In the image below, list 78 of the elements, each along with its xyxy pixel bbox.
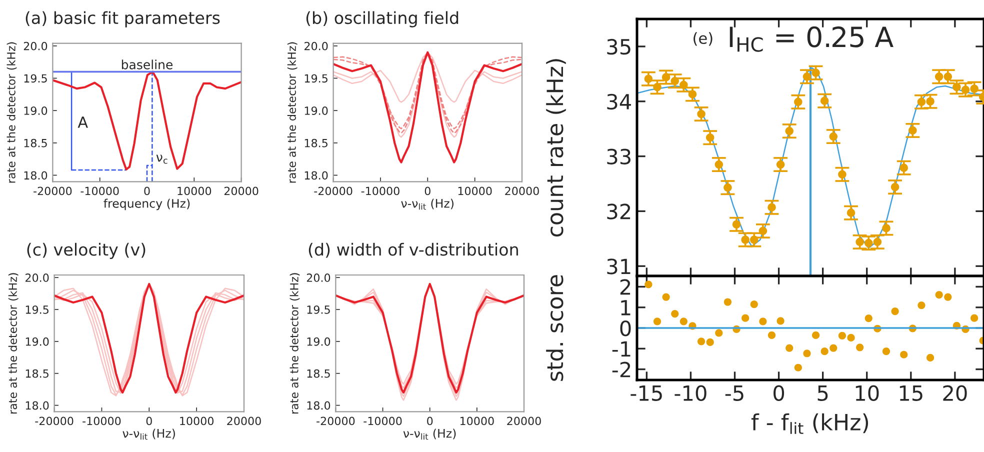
x-axis-title: f - f$_{lit}$ (kHz) <box>751 413 868 434</box>
y-axis-title: std. score <box>546 275 564 381</box>
x-tick-label: 0 <box>144 186 150 196</box>
y-axis-title: rate at the detector (kHz) <box>287 42 298 183</box>
x-axis-title: ν-ν$_{lit}$ (Hz) <box>401 198 454 210</box>
x-tick-label: 0 <box>424 186 430 196</box>
x-tick-label: -15 <box>630 386 662 401</box>
annotation: I$_{HC}$ = 0.25 A <box>730 26 894 52</box>
x-tick-label: -10000 <box>364 416 402 426</box>
y-tick-label: 20.0 <box>24 42 48 50</box>
x-tick-label: -10000 <box>82 416 121 426</box>
y-tick-label: 32 <box>607 204 630 220</box>
y-tick-label: 18.0 <box>304 171 328 180</box>
x-axis-title: ν-ν$_{lit}$ (Hz) <box>122 428 175 440</box>
annotation: (e) <box>694 32 712 46</box>
y-tick-label: 19.0 <box>307 337 330 346</box>
x-tick-label: 20 <box>943 385 967 401</box>
chart-title: (d) width of v-distribution <box>308 242 518 258</box>
y-tick-label: 31 <box>607 258 630 274</box>
y-axis-title: rate at the detector (kHz) <box>6 42 17 183</box>
ref-line-label: baseline <box>122 60 173 70</box>
x-tick-label: -10000 <box>361 186 400 196</box>
x-tick-label: 0 <box>427 416 433 426</box>
y-tick-label: 20.0 <box>304 42 328 50</box>
y-tick-label: 1 <box>621 300 630 316</box>
x-axis-title: ν-ν$_{lit}$ (Hz) <box>403 428 456 440</box>
x-tick-label: 20000 <box>227 416 261 426</box>
y-axis-title: count rate (kHz) <box>546 59 566 237</box>
y-tick-label: 33 <box>607 148 630 164</box>
y-tick-label: 18.5 <box>304 138 328 148</box>
annotation: ν$_{c}$ <box>156 154 168 164</box>
x-tick-label: 10000 <box>458 186 492 196</box>
x-tick-label: 10 <box>856 385 879 401</box>
y-tick-label: 19.0 <box>24 106 48 115</box>
y-tick-label: 18.0 <box>26 401 49 410</box>
y-tick-label: 19.5 <box>307 305 330 314</box>
y-tick-label: 35 <box>607 38 630 55</box>
x-tick-label: 5 <box>818 386 828 401</box>
y-tick-label: 34 <box>607 94 631 110</box>
y-tick-label: -1 <box>612 341 630 357</box>
y-tick-label: 18.0 <box>307 401 330 410</box>
y-tick-label: 2 <box>620 279 630 295</box>
y-axis-title: rate at the detector (kHz) <box>290 273 300 414</box>
x-tick-label: 10000 <box>180 416 214 426</box>
x-tick-label: 10000 <box>460 416 494 426</box>
y-axis-title: rate at the detector (kHz) <box>8 273 18 414</box>
annotation: A <box>78 116 88 128</box>
x-tick-label: 20000 <box>224 186 258 196</box>
y-tick-label: 20.0 <box>26 274 49 282</box>
chart-title: (b) oscillating field <box>306 11 458 28</box>
y-tick-label: 18.5 <box>26 369 48 378</box>
chart-title: (c) velocity (v) <box>27 242 146 260</box>
y-tick-label: -2 <box>612 362 630 378</box>
chart-title: (a) basic fit parameters <box>26 11 220 28</box>
y-tick-label: 18.0 <box>24 171 48 180</box>
x-tick-label: -20000 <box>316 416 355 426</box>
x-tick-label: 0 <box>146 416 152 426</box>
y-tick-label: 20.0 <box>306 274 330 282</box>
x-tick-label: -5 <box>725 386 744 401</box>
y-tick-label: 19.0 <box>304 106 328 115</box>
x-tick-label: -20000 <box>314 186 352 196</box>
y-tick-label: 19.5 <box>24 74 47 83</box>
y-tick-label: 18.5 <box>307 369 330 378</box>
x-tick-label: 15 <box>900 386 922 401</box>
x-tick-label: 10000 <box>178 186 212 196</box>
y-tick-label: 18.5 <box>24 138 47 148</box>
x-tick-label: -10 <box>674 385 706 401</box>
x-tick-label: -10000 <box>80 186 119 196</box>
y-tick-label: 19.5 <box>26 305 48 314</box>
x-tick-label: 20000 <box>507 416 541 426</box>
y-tick-label: 0 <box>620 320 631 336</box>
x-axis-title: frequency (Hz) <box>104 198 190 210</box>
x-tick-label: 0 <box>774 385 784 401</box>
y-tick-label: 19.0 <box>26 337 49 346</box>
y-tick-label: 19.5 <box>304 74 328 83</box>
x-tick-label: -20000 <box>34 186 72 196</box>
x-tick-label: -20000 <box>35 416 74 426</box>
x-tick-label: 20000 <box>505 186 539 196</box>
